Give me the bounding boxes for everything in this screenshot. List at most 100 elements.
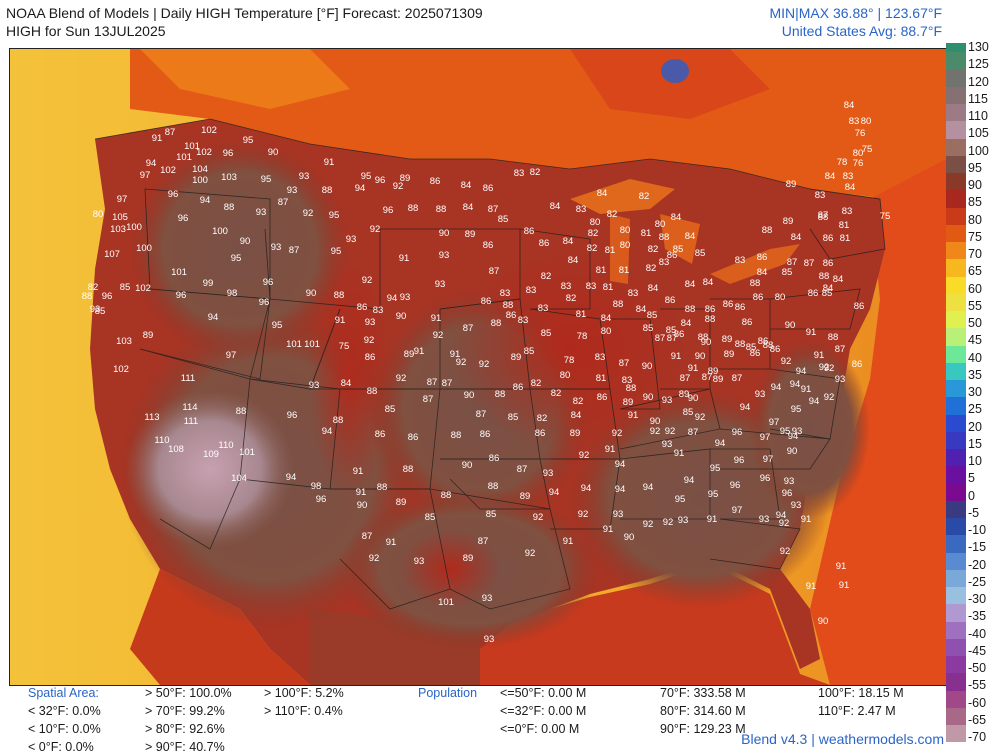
temperature-label: 91: [688, 363, 699, 374]
temperature-label: 91: [386, 537, 397, 548]
temperature-label: 87: [835, 344, 846, 355]
temperature-label: 91: [806, 581, 817, 592]
stat-item: > 50°F: 100.0%: [145, 686, 232, 700]
scale-swatch: [946, 535, 966, 553]
temperature-label: 96: [178, 213, 189, 224]
temperature-label: 89: [520, 491, 531, 502]
temperature-label: 83: [561, 281, 572, 292]
temperature-label: 88: [705, 314, 716, 325]
temperature-label: 90: [396, 311, 407, 322]
temperature-label: 82: [531, 378, 542, 389]
temperature-label: 80: [620, 225, 631, 236]
temperature-label: 83: [500, 288, 511, 299]
temperature-label: 111: [181, 373, 195, 384]
temperature-label: 102: [196, 147, 212, 158]
temperature-label: 86: [665, 295, 676, 306]
temperature-label: 87: [667, 333, 678, 344]
temperature-label: 86: [524, 226, 535, 237]
temperature-label: 104: [231, 473, 247, 484]
stat-item: <=32°F: 0.00 M: [500, 704, 587, 718]
temperature-label: 101: [286, 339, 302, 350]
scale-swatch: [946, 466, 966, 484]
temperature-label: 100: [126, 222, 142, 233]
temperature-label: 86: [597, 392, 608, 403]
temperature-label: 85: [695, 248, 706, 259]
scale-tick-label: 105: [968, 126, 989, 141]
credit-line: Blend v4.3 | weathermodels.com: [741, 731, 944, 747]
temperature-label: 89: [511, 352, 522, 363]
temperature-label: 87: [702, 372, 713, 383]
temperature-label: 91: [628, 410, 639, 421]
temperature-label: 83: [815, 190, 826, 201]
temperature-label: 88: [763, 340, 774, 351]
scale-tick-label: -20: [968, 557, 987, 572]
temperature-label: 89: [465, 229, 476, 240]
temperature-label: 97: [226, 350, 237, 361]
temperature-label: 97: [140, 170, 151, 181]
canada-cool: [140, 49, 350, 109]
scale-swatch: [946, 121, 966, 139]
temperature-label: 92: [824, 392, 835, 403]
temperature-label: 80: [655, 219, 666, 230]
temperature-label: 90: [306, 288, 317, 299]
stat-item: < 0°F: 0.0%: [28, 740, 94, 754]
temperature-label: 94: [643, 482, 654, 493]
temperature-label: 95: [272, 320, 283, 331]
temperature-label: 91: [152, 133, 163, 144]
temperature-label: 89: [400, 173, 411, 184]
temperature-label: 90: [818, 616, 829, 627]
temperature-label: 95: [361, 171, 372, 182]
scale-swatch: [946, 104, 966, 122]
temperature-label: 86: [357, 302, 368, 313]
temperature-label: 83: [849, 116, 860, 127]
lake-huron: [660, 214, 700, 264]
scale-tick-label: -50: [968, 661, 987, 675]
temperature-label: 84: [550, 201, 561, 212]
temperature-label: 87: [478, 536, 489, 547]
temperature-label: 92: [665, 426, 676, 437]
temperature-label: 95: [780, 426, 791, 437]
temperature-label: 94: [788, 431, 799, 442]
temperature-label: 92: [779, 518, 790, 529]
temperature-label: 96: [176, 290, 187, 301]
temperature-label: 86: [753, 292, 764, 303]
temperature-label: 84: [703, 277, 714, 288]
temperature-label: 86: [757, 252, 768, 263]
temperature-label: 78: [837, 157, 848, 168]
temperature-label: 92: [533, 512, 544, 523]
temperature-label: 102: [113, 364, 129, 375]
temperature-label: 87: [787, 257, 798, 268]
temperature-label: 86: [750, 348, 761, 359]
pop-col2: 70°F: 333.58 M 80°F: 314.60 M 90°F: 129.…: [660, 684, 746, 738]
temperature-label: 92: [579, 450, 590, 461]
temperature-label: 102: [160, 165, 176, 176]
scale-tick-label: -5: [968, 505, 980, 520]
temperature-label: 83: [586, 281, 597, 292]
spatial-area-label: Spatial Area:: [28, 686, 99, 700]
scale-tick-label: -35: [968, 609, 987, 624]
temperature-label: 82: [587, 243, 598, 254]
scale-swatch: [946, 449, 966, 467]
temperature-label: 88: [685, 304, 696, 315]
temperature-label: 95: [331, 246, 342, 257]
temperature-label: 96: [259, 297, 270, 308]
temperature-label: 95: [261, 174, 272, 185]
scale-swatch: [946, 43, 966, 53]
temperature-label: 88: [441, 490, 452, 501]
temperature-label: 91: [839, 580, 850, 591]
temperature-label: 87: [517, 464, 528, 475]
temperature-label: 101: [176, 152, 192, 163]
temperature-label: 92: [781, 356, 792, 367]
temperature-label: 88: [762, 225, 773, 236]
scale-swatch: [946, 259, 966, 277]
temperature-label: 92: [780, 546, 791, 557]
scale-swatch: [946, 173, 966, 191]
temperature-label: 88: [488, 481, 499, 492]
temperature-label: 93: [792, 426, 803, 437]
temperature-label: 88: [408, 203, 419, 214]
scale-tick-label: 90: [968, 178, 982, 192]
temperature-label: 83: [518, 315, 529, 326]
desert-southwest: [125, 389, 295, 549]
temperature-label: 83: [843, 171, 854, 182]
scale-swatch: [946, 207, 966, 225]
